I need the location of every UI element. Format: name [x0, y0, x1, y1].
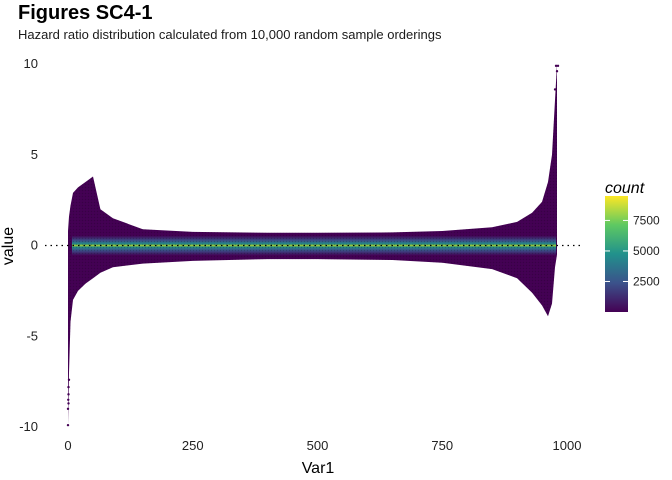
outlier-point: [67, 393, 70, 396]
outlier-point: [67, 378, 71, 382]
outlier-point: [67, 402, 70, 405]
outlier-point: [555, 70, 559, 73]
legend-tick-label: 7500: [633, 213, 660, 227]
outlier-point: [67, 385, 70, 389]
x-tick-label: 750: [431, 438, 453, 453]
chart-title: Figures SC4-1: [18, 2, 153, 24]
y-tick-label: 5: [31, 147, 38, 162]
y-tick-label: -5: [26, 328, 38, 343]
x-tick-label: 0: [64, 438, 71, 453]
legend-colorbar: [605, 196, 628, 312]
x-tick-label: 1000: [553, 438, 582, 453]
outlier-point: [553, 88, 557, 91]
y-tick-label: 0: [31, 238, 38, 253]
x-tick-label: 500: [307, 438, 329, 453]
chart-subtitle: Hazard ratio distribution calculated fro…: [18, 27, 442, 42]
outlier-point: [556, 64, 560, 68]
y-tick-label: 10: [24, 56, 38, 71]
legend: count 2500 5000 7500: [605, 180, 660, 312]
x-axis-title: Var1: [302, 460, 335, 477]
outlier-point: [66, 423, 70, 427]
outlier-point: [67, 398, 70, 401]
legend-tick-label: 2500: [633, 274, 660, 288]
x-tick-label: 250: [182, 438, 204, 453]
y-axis-title: value: [0, 227, 17, 265]
legend-title: count: [605, 180, 645, 197]
hexbin-texture: [68, 64, 557, 426]
y-tick-label: -10: [19, 419, 38, 434]
outlier-point: [66, 407, 70, 411]
legend-tick-label: 5000: [633, 244, 660, 258]
outlier-point: [554, 64, 558, 68]
